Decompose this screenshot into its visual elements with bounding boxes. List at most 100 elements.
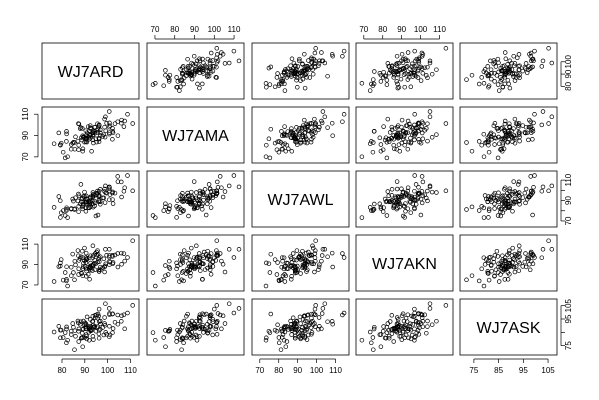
data-point (189, 245, 194, 251)
data-point (389, 63, 395, 68)
data-point (298, 321, 303, 326)
data-point (391, 75, 396, 80)
data-point (305, 267, 310, 273)
data-point (207, 198, 212, 204)
data-point (380, 75, 386, 80)
data-point (292, 71, 298, 77)
data-point (76, 142, 81, 148)
tick-label: 80 (564, 81, 573, 90)
data-point (494, 195, 500, 201)
data-point (51, 205, 57, 210)
data-point (58, 215, 63, 220)
panel-frame (459, 106, 558, 164)
data-point (300, 334, 306, 339)
data-point (180, 322, 186, 328)
data-point (409, 332, 415, 338)
data-point (403, 315, 409, 321)
data-point (384, 82, 390, 87)
data-point (121, 189, 127, 194)
data-point (75, 318, 81, 324)
data-point (213, 326, 219, 332)
data-point (313, 324, 318, 329)
data-point (100, 134, 105, 139)
data-point (298, 257, 303, 262)
data-point (302, 313, 307, 319)
data-point (197, 201, 202, 206)
data-point (380, 329, 386, 334)
data-point (402, 84, 407, 90)
data-point (516, 182, 521, 187)
data-point (150, 330, 156, 335)
data-point (205, 330, 210, 336)
data-point (398, 76, 404, 82)
data-point (280, 332, 286, 337)
data-point (101, 256, 107, 262)
tick-label: 100 (564, 55, 573, 69)
data-point (217, 54, 223, 59)
data-point (507, 262, 513, 267)
data-point (369, 340, 374, 346)
data-point (84, 257, 90, 262)
data-point (496, 88, 502, 93)
data-point (481, 205, 487, 211)
data-point (210, 58, 215, 63)
data-point (405, 206, 411, 211)
data-point (359, 81, 365, 86)
tick-label: 110 (329, 366, 342, 375)
data-point (402, 215, 407, 220)
data-point (103, 301, 108, 306)
data-point (56, 194, 62, 199)
data-point (371, 77, 376, 82)
data-point (502, 121, 508, 127)
data-point (275, 260, 280, 265)
data-point (274, 75, 280, 80)
data-point (279, 146, 284, 152)
data-point (286, 146, 291, 152)
data-point (180, 72, 185, 77)
tick-label: 75 (469, 366, 478, 375)
data-point (309, 330, 315, 335)
data-point (274, 329, 280, 334)
data-point (68, 146, 74, 152)
data-point (502, 50, 508, 55)
data-point (65, 283, 70, 289)
data-point (540, 184, 546, 190)
data-point (516, 125, 521, 130)
data-point (98, 127, 103, 133)
data-point (214, 253, 219, 258)
y-axis-WJ7AWL-right: 70 90 110 (560, 173, 573, 225)
data-point (284, 75, 290, 80)
data-point (93, 213, 99, 219)
data-point (398, 195, 404, 200)
data-point (183, 73, 189, 79)
panel-WJ7AWL-vs-WJ7ASK (459, 170, 558, 228)
data-point (102, 321, 107, 326)
data-point (64, 139, 69, 144)
data-point (295, 64, 301, 69)
data-point (89, 149, 94, 154)
data-point (413, 131, 418, 137)
data-point (507, 248, 512, 253)
data-point (62, 213, 68, 218)
x-axis-WJ7ARD-bottom: 80 90 100 110 (58, 358, 137, 375)
data-point (298, 78, 303, 83)
data-point (494, 248, 500, 254)
data-point (58, 335, 63, 341)
data-point (72, 277, 77, 283)
data-point (403, 209, 408, 214)
data-point (407, 324, 413, 329)
data-point (302, 328, 308, 334)
data-point (83, 193, 89, 199)
data-point (425, 324, 430, 329)
data-point (193, 200, 198, 206)
data-point (184, 255, 189, 260)
data-point (200, 81, 205, 87)
data-point (305, 124, 310, 130)
data-point (76, 339, 81, 344)
data-point (92, 125, 97, 130)
data-point (394, 186, 400, 192)
data-point (201, 261, 206, 267)
data-point (215, 58, 221, 64)
data-point (539, 255, 545, 260)
